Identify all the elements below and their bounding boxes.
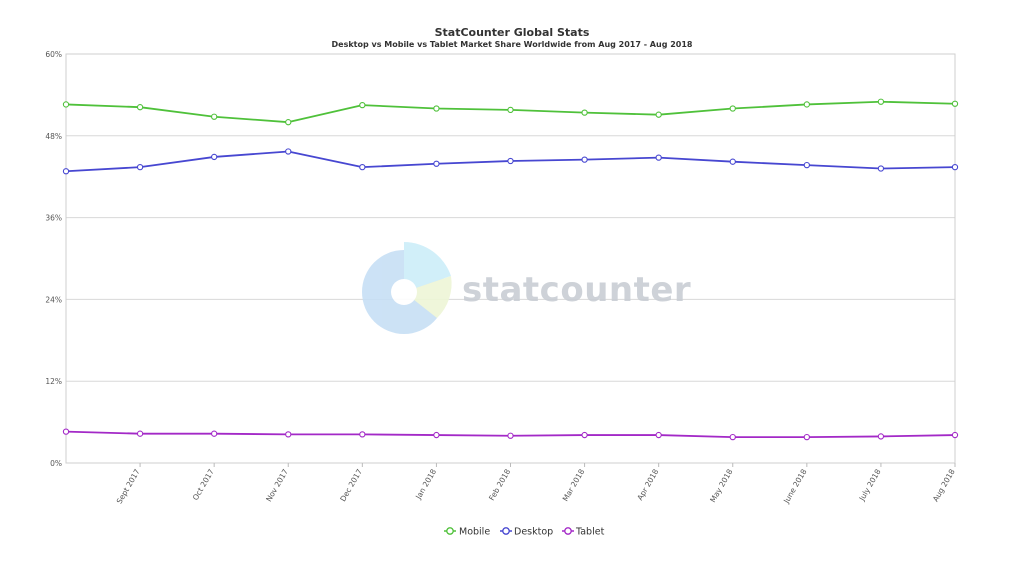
x-tick-label: Nov 2017: [264, 467, 290, 503]
watermark: statcounter: [362, 242, 691, 334]
data-point-desktop[interactable]: [507, 157, 514, 165]
x-tick-label: May 2018: [708, 467, 734, 504]
series-layer: [62, 98, 959, 441]
grid-lines: [65, 53, 956, 464]
data-point-tablet[interactable]: [136, 430, 144, 437]
data-point-tablet[interactable]: [285, 431, 292, 438]
x-tick-label: Mar 2018: [561, 467, 587, 503]
statcounter-logo-icon: [362, 242, 452, 334]
x-tick-label: Dec 2017: [338, 467, 364, 503]
data-point-tablet[interactable]: [211, 430, 218, 437]
x-tick-label: June 2018: [781, 467, 808, 505]
data-point-mobile[interactable]: [359, 101, 366, 109]
data-point-mobile[interactable]: [729, 105, 736, 112]
data-point-mobile[interactable]: [581, 109, 588, 116]
x-tick-label: Oct 2017: [191, 467, 216, 502]
data-point-mobile[interactable]: [136, 104, 144, 111]
series-mobile: [62, 98, 959, 126]
y-tick-label: 36%: [45, 214, 62, 223]
chart-title: StatCounter Global Stats: [435, 26, 590, 39]
legend-item-tablet[interactable]: Tablet: [562, 527, 605, 538]
data-point-mobile[interactable]: [951, 100, 959, 107]
x-tick-label: Apr 2018: [635, 467, 660, 502]
y-tick-label: 24%: [45, 295, 62, 304]
legend-label-tablet: Tablet: [575, 527, 605, 538]
data-point-desktop[interactable]: [803, 161, 810, 169]
legend-item-desktop[interactable]: Desktop: [500, 527, 553, 538]
data-point-mobile[interactable]: [211, 113, 218, 120]
x-tick-label: Feb 2018: [487, 467, 512, 502]
x-tick-label: July 2018: [857, 467, 883, 503]
data-point-tablet[interactable]: [729, 433, 736, 441]
y-tick-label: 48%: [45, 132, 62, 141]
data-point-desktop[interactable]: [136, 164, 144, 171]
data-point-mobile[interactable]: [877, 98, 885, 105]
data-point-tablet[interactable]: [507, 432, 514, 439]
legend-item-mobile[interactable]: Mobile: [444, 527, 490, 538]
data-point-desktop[interactable]: [433, 160, 440, 167]
data-point-tablet[interactable]: [951, 431, 959, 439]
chart-subtitle: Desktop vs Mobile vs Tablet Market Share…: [332, 40, 693, 49]
data-point-desktop[interactable]: [62, 168, 70, 175]
data-point-desktop[interactable]: [877, 165, 885, 172]
data-point-tablet[interactable]: [655, 431, 662, 439]
data-point-desktop[interactable]: [285, 148, 292, 155]
y-tick-label: 60%: [45, 50, 62, 59]
legend-label-desktop: Desktop: [514, 527, 553, 538]
data-point-tablet[interactable]: [359, 431, 366, 438]
x-axis: Sept 2017 Oct 2017 Nov 2017 Dec 2017 Jan 201…: [115, 463, 957, 506]
data-point-desktop[interactable]: [729, 158, 736, 165]
x-tick-label: Jan 2018: [413, 467, 438, 501]
y-tick-label: 0%: [50, 459, 62, 468]
y-axis: 0% 12% 24% 36% 48% 60%: [45, 50, 62, 468]
series-tablet: [62, 428, 959, 441]
x-tick-label: Sept 2017: [115, 467, 142, 505]
data-point-desktop[interactable]: [655, 154, 662, 161]
data-point-tablet[interactable]: [62, 428, 70, 435]
data-point-mobile[interactable]: [433, 105, 440, 112]
watermark-text: statcounter: [462, 270, 691, 310]
x-tick-label: Aug 2018: [931, 467, 957, 503]
data-point-desktop[interactable]: [359, 164, 366, 171]
series-desktop: [62, 148, 959, 175]
data-point-mobile[interactable]: [655, 111, 662, 118]
y-tick-label: 12%: [45, 377, 62, 386]
data-point-tablet[interactable]: [877, 433, 885, 440]
data-point-desktop[interactable]: [951, 164, 959, 171]
data-point-mobile[interactable]: [507, 106, 514, 114]
data-point-tablet[interactable]: [803, 433, 810, 441]
data-point-mobile[interactable]: [62, 101, 70, 108]
legend: Mobile Desktop Tablet: [444, 527, 605, 538]
data-point-mobile[interactable]: [803, 101, 810, 108]
data-point-desktop[interactable]: [581, 156, 588, 163]
data-point-tablet[interactable]: [581, 431, 588, 439]
data-point-desktop[interactable]: [211, 153, 218, 161]
legend-label-mobile: Mobile: [459, 527, 490, 538]
data-point-tablet[interactable]: [433, 431, 440, 439]
data-point-mobile[interactable]: [285, 119, 292, 126]
